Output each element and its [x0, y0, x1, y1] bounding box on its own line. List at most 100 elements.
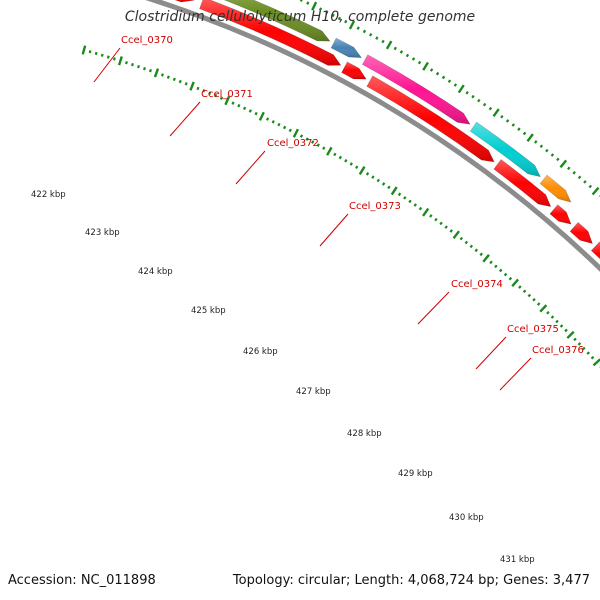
minor-tick: [288, 128, 292, 133]
major-tick: [81, 45, 87, 55]
gene-label-ccel_0372: Ccel_0372: [267, 138, 319, 149]
minor-tick: [362, 29, 367, 34]
gene-feature-ccel_0375: [539, 174, 572, 203]
coordinate-label: 427 kbp: [296, 387, 331, 397]
coordinate-label: 428 kbp: [347, 429, 382, 439]
coordinate-label: 425 kbp: [191, 306, 226, 316]
major-tick: [422, 61, 429, 71]
cds-red-feature: [549, 204, 572, 225]
cds-track-highlighted: [223, 0, 572, 203]
minor-tick: [349, 162, 353, 166]
minor-tick: [333, 152, 337, 157]
minor-tick: [160, 73, 164, 77]
minor-tick: [471, 94, 475, 99]
minor-tick: [305, 137, 309, 141]
minor-tick: [331, 13, 335, 18]
minor-tick: [399, 50, 404, 54]
minor-tick: [511, 123, 515, 127]
minor-tick: [564, 328, 568, 333]
minor-tick: [447, 79, 452, 83]
gene-feature-ccel_0371: [223, 0, 331, 42]
minor-tick: [500, 114, 504, 119]
minor-tick: [243, 106, 247, 111]
minor-tick: [488, 106, 493, 111]
coordinate-labels: 422 kbp 423 kbp 424 kbp 425 kbp 426 kbp 427 k…: [31, 190, 535, 565]
major-tick: [326, 146, 333, 156]
gene-label-ccel_0376: Ccel_0376: [532, 345, 584, 356]
minor-tick: [277, 122, 281, 127]
minor-tick: [503, 272, 508, 277]
minor-tick: [556, 157, 560, 162]
minor-tick: [494, 264, 498, 269]
minor-tick: [555, 319, 559, 324]
minor-tick: [434, 217, 438, 222]
minor-tick: [299, 0, 303, 2]
inner-tick-ring: [81, 45, 600, 368]
minor-tick: [413, 203, 417, 207]
coordinate-label: 423 kbp: [85, 228, 120, 238]
minor-tick: [231, 101, 235, 105]
minor-tick: [590, 355, 595, 360]
minor-tick: [582, 346, 586, 351]
major-tick: [358, 166, 366, 175]
minor-tick: [299, 134, 304, 138]
major-tick: [482, 254, 490, 263]
minor-tick: [325, 10, 329, 14]
minor-tick: [449, 229, 453, 233]
minor-tick: [219, 96, 223, 100]
minor-tick: [214, 93, 218, 98]
minor-tick: [344, 158, 348, 163]
minor-tick: [356, 26, 360, 30]
minor-tick: [202, 89, 206, 93]
minor-tick: [459, 236, 464, 241]
minor-tick: [94, 51, 98, 56]
minor-tick: [429, 68, 434, 72]
major-tick: [385, 40, 393, 50]
major-tick: [153, 68, 160, 78]
minor-tick: [469, 244, 474, 249]
gene-label-ccel_0371: Ccel_0371: [201, 89, 253, 100]
minor-tick: [577, 175, 582, 180]
minor-tick: [559, 324, 564, 328]
major-tick: [492, 108, 500, 118]
major-tick: [224, 96, 231, 106]
major-tick: [311, 1, 318, 11]
minor-tick: [196, 86, 200, 91]
minor-tick: [355, 165, 359, 169]
minor-tick: [527, 293, 532, 298]
minor-tick: [539, 144, 544, 149]
minor-tick: [522, 131, 527, 136]
coordinate-label: 430 kbp: [449, 513, 484, 523]
minor-tick: [124, 61, 128, 65]
cds-red-feature: [590, 241, 600, 260]
minor-tick: [344, 19, 348, 24]
major-tick: [348, 20, 356, 30]
major-tick: [292, 128, 300, 138]
minor-tick: [545, 148, 549, 153]
leader-line: [499, 357, 532, 391]
minor-tick: [477, 98, 481, 103]
minor-tick: [474, 248, 479, 253]
major-tick: [592, 358, 600, 367]
coordinate-label: 429 kbp: [398, 469, 433, 479]
major-tick: [117, 56, 123, 66]
leader-line: [93, 47, 121, 83]
minor-tick: [130, 62, 134, 67]
minor-tick: [417, 60, 422, 65]
minor-tick: [311, 140, 315, 144]
minor-tick: [418, 206, 423, 211]
minor-tick: [282, 125, 287, 130]
cds-red-feature: [341, 61, 367, 80]
major-tick: [452, 230, 460, 240]
leader-line: [475, 336, 507, 370]
minor-tick: [106, 55, 110, 59]
major-tick: [559, 159, 568, 169]
minor-tick: [550, 315, 555, 319]
minor-tick: [316, 143, 320, 147]
minor-tick: [322, 146, 326, 150]
leader-line: [235, 150, 266, 185]
minor-tick: [318, 7, 323, 11]
minor-tick: [482, 102, 487, 107]
minor-tick: [306, 1, 310, 5]
